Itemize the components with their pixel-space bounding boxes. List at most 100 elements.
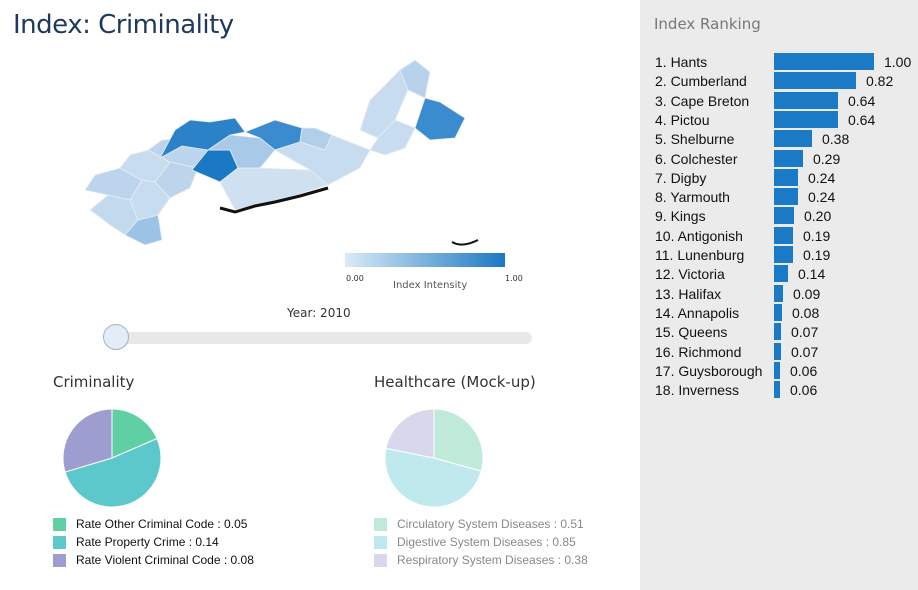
ranking-bar[interactable] xyxy=(774,168,798,186)
map-region-victoria[interactable] xyxy=(399,59,431,99)
ranking-row[interactable]: 7. Digby 0.24 xyxy=(640,168,918,186)
year-slider-track[interactable] xyxy=(105,332,532,344)
ranking-value: 0.24 xyxy=(808,169,836,186)
ranking-bar[interactable] xyxy=(774,130,812,148)
ranking-bar[interactable] xyxy=(774,303,782,321)
ranking-bar[interactable] xyxy=(774,188,798,206)
legend-swatch xyxy=(53,535,66,549)
healthcare-legend: Circulatory System Diseases : 0.51 Diges… xyxy=(374,515,588,569)
ranking-bar[interactable] xyxy=(774,72,856,90)
choropleth-map xyxy=(84,59,479,246)
ranking-value: 0.09 xyxy=(793,285,821,302)
legend-swatch xyxy=(53,517,66,531)
healthcare-title: Healthcare (Mock-up) xyxy=(374,373,536,391)
page-title: Index: Criminality xyxy=(13,10,234,40)
legend-swatch xyxy=(374,553,387,567)
legend-item: Circulatory System Diseases : 0.51 xyxy=(374,515,588,533)
ranking-bar[interactable] xyxy=(774,207,794,225)
ranking-bar[interactable] xyxy=(774,265,788,283)
ranking-label: 16. Richmond xyxy=(655,343,742,360)
ranking-bar[interactable] xyxy=(774,284,783,302)
ranking-value: 0.08 xyxy=(792,304,820,321)
ranking-row[interactable]: 13. Halifax 0.09 xyxy=(640,284,918,302)
legend-label: Circulatory System Diseases : 0.51 xyxy=(397,517,584,531)
ranking-row[interactable]: 9. Kings 0.20 xyxy=(640,207,918,225)
map-region-cape-breton[interactable] xyxy=(414,97,466,141)
coastline-highlight xyxy=(219,186,329,214)
legend-item: Digestive System Diseases : 0.85 xyxy=(374,533,588,551)
ranking-bar[interactable] xyxy=(774,381,780,399)
legend-label: Rate Property Crime : 0.14 xyxy=(76,535,219,549)
legend-label: Respiratory System Diseases : 0.38 xyxy=(397,553,588,567)
ranking-value: 0.06 xyxy=(790,382,818,399)
ranking-label: 4. Pictou xyxy=(655,111,710,128)
ranking-row[interactable]: 3. Cape Breton 0.64 xyxy=(640,91,918,109)
map-region-shelburne[interactable] xyxy=(124,214,163,246)
ranking-row[interactable]: 4. Pictou 0.64 xyxy=(640,110,918,128)
criminality-title: Criminality xyxy=(53,373,135,391)
ranking-value: 0.64 xyxy=(848,92,876,109)
ranking-label: 9. Kings xyxy=(655,208,706,225)
legend-item: Rate Other Criminal Code : 0.05 xyxy=(53,515,254,533)
ranking-label: 6. Colchester xyxy=(655,150,738,167)
ranking-value: 0.19 xyxy=(803,227,831,244)
year-slider-handle[interactable] xyxy=(103,324,129,350)
ranking-label: 3. Cape Breton xyxy=(655,92,750,109)
pie-slice[interactable] xyxy=(433,408,484,472)
ranking-row[interactable]: 6. Colchester 0.29 xyxy=(640,149,918,167)
map-region-colchester[interactable] xyxy=(206,134,276,169)
map-region-lunenburg[interactable] xyxy=(154,161,199,199)
ranking-bar[interactable] xyxy=(774,110,838,128)
ranking-bar[interactable] xyxy=(774,361,780,379)
ranking-bar[interactable] xyxy=(774,342,781,360)
legend-swatch xyxy=(53,553,66,567)
ranking-bar[interactable] xyxy=(774,323,781,341)
index-intensity-gradient xyxy=(345,253,505,267)
ranking-title: Index Ranking xyxy=(654,15,761,33)
ranking-row[interactable]: 10. Antigonish 0.19 xyxy=(640,226,918,244)
ranking-panel: Index Ranking 1. Hants 1.00 2. Cumberland 0… xyxy=(640,0,918,590)
legend-item: Rate Violent Criminal Code : 0.08 xyxy=(53,551,254,569)
ranking-row[interactable]: 5. Shelburne 0.38 xyxy=(640,130,918,148)
ranking-row[interactable]: 15. Queens 0.07 xyxy=(640,323,918,341)
pie-slice[interactable] xyxy=(384,447,482,508)
ranking-label: 15. Queens xyxy=(655,324,728,341)
ranking-bar[interactable] xyxy=(774,149,803,167)
ranking-bar[interactable] xyxy=(774,246,793,263)
ranking-bar[interactable] xyxy=(774,91,838,109)
ranking-label: 7. Digby xyxy=(655,169,707,186)
ranking-row[interactable]: 18. Inverness 0.06 xyxy=(640,381,918,399)
pie-slice[interactable] xyxy=(111,408,158,459)
ranking-value: 0.29 xyxy=(813,150,841,167)
ranking-label: 12. Victoria xyxy=(655,266,725,283)
ranking-label: 14. Annapolis xyxy=(655,304,740,321)
ranking-label: 18. Inverness xyxy=(655,382,740,399)
ranking-row[interactable]: 17. Guysborough 0.06 xyxy=(640,361,918,379)
ranking-row[interactable]: 12. Victoria 0.14 xyxy=(640,265,918,283)
legend-label: Digestive System Diseases : 0.85 xyxy=(397,535,576,549)
ranking-row[interactable]: 8. Yarmouth 0.24 xyxy=(640,188,918,206)
pie-slice[interactable] xyxy=(385,408,435,459)
ranking-row[interactable]: 16. Richmond 0.07 xyxy=(640,342,918,360)
pie-slice[interactable] xyxy=(62,408,113,473)
ranking-label: 2. Cumberland xyxy=(655,73,747,90)
healthcare-pie xyxy=(384,408,484,508)
ranking-value: 1.00 xyxy=(884,54,912,70)
ranking-value: 0.64 xyxy=(848,111,876,128)
legend-swatch xyxy=(374,535,387,549)
ranking-value: 0.07 xyxy=(791,324,819,341)
ranking-bar[interactable] xyxy=(774,53,874,70)
criminality-legend: Rate Other Criminal Code : 0.05 Rate Pro… xyxy=(53,515,254,569)
ranking-label: 10. Antigonish xyxy=(655,227,743,244)
legend-item: Respiratory System Diseases : 0.38 xyxy=(374,551,588,569)
legend-label: Rate Violent Criminal Code : 0.08 xyxy=(76,553,254,567)
pie-slice[interactable] xyxy=(64,437,162,508)
ranking-value: 0.82 xyxy=(866,73,894,90)
ranking-row[interactable]: 2. Cumberland 0.82 xyxy=(640,72,918,90)
ranking-value: 0.06 xyxy=(790,362,818,379)
ranking-row[interactable]: 14. Annapolis 0.08 xyxy=(640,303,918,321)
ranking-bar[interactable] xyxy=(774,226,793,244)
map-region-cumberland[interactable] xyxy=(159,117,246,159)
ranking-row[interactable]: 11. Lunenburg 0.19 xyxy=(640,246,918,263)
ranking-row[interactable]: 1. Hants 1.00 xyxy=(640,53,918,70)
